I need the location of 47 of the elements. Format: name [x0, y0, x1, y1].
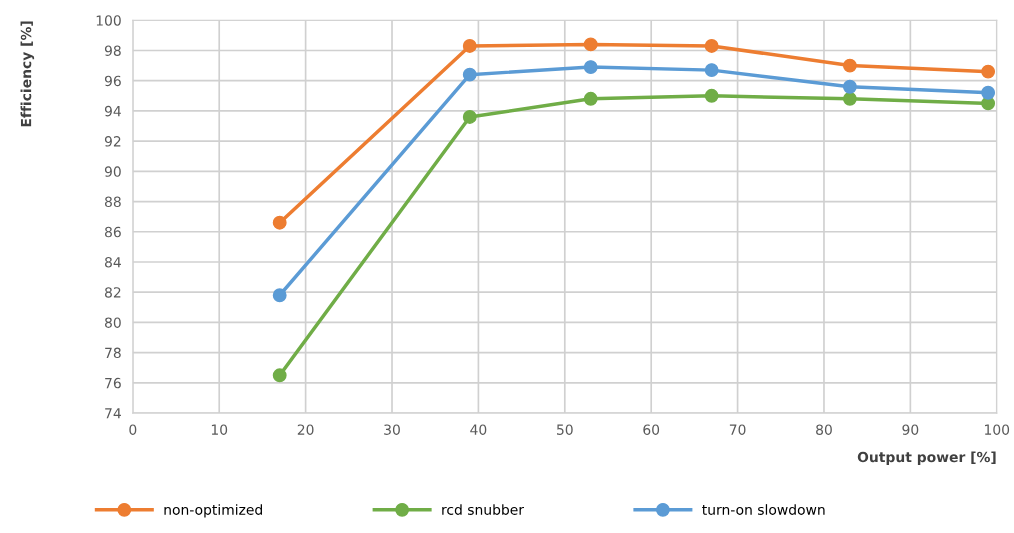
x-tick-label: 80: [816, 424, 832, 435]
y-tick-label: 90: [104, 166, 121, 177]
point: [583, 37, 598, 52]
point: [842, 58, 857, 73]
x-tick-label: 100: [985, 424, 1010, 435]
y-tick-label: 94: [104, 105, 121, 117]
x-axis-title: Output power [%]: [857, 451, 996, 465]
x-tick-label: 90: [902, 424, 919, 435]
y-tick-label: 82: [104, 287, 121, 298]
point: [272, 288, 287, 303]
point: [272, 215, 287, 230]
point: [842, 79, 857, 94]
x-tick-label: 10: [211, 424, 228, 435]
y-tick-label: 74: [105, 408, 121, 419]
legend-label: turn-on slowdown: [702, 504, 825, 515]
x-tick-label: 40: [470, 424, 487, 435]
point: [272, 368, 287, 383]
point: [842, 91, 857, 106]
point: [462, 110, 477, 124]
point: [462, 67, 477, 82]
x-tick-label: 30: [384, 424, 400, 435]
legend-label: non-optimized: [164, 504, 262, 518]
y-tick-label: 98: [104, 45, 121, 56]
y-tick-label: 76: [105, 377, 121, 389]
point: [981, 64, 996, 79]
y-tick-label: 86: [104, 226, 121, 238]
y-tick-label: 88: [104, 196, 121, 208]
x-tick-label: 70: [729, 424, 746, 435]
point: [981, 85, 996, 100]
x-tick-label: 0: [129, 424, 137, 435]
y-tick-label: 96: [104, 75, 121, 87]
point: [704, 63, 719, 78]
x-tick-label: 60: [643, 424, 660, 435]
y-axis-title: Efficiency [%]: [20, 21, 35, 127]
y-tick-label: 78: [105, 347, 121, 359]
x-tick-label: 50: [557, 424, 573, 435]
legend-label: rcd snubber: [442, 504, 525, 515]
y-tick-label: 84: [104, 256, 121, 268]
point: [583, 60, 598, 75]
y-tick-label: 80: [104, 317, 121, 328]
point: [583, 91, 598, 106]
point: [704, 38, 719, 53]
y-tick-label: 92: [104, 136, 121, 147]
point: [462, 38, 477, 53]
x-tick-label: 20: [297, 424, 314, 435]
point: [704, 88, 719, 103]
y-tick-label: 100: [96, 15, 121, 26]
